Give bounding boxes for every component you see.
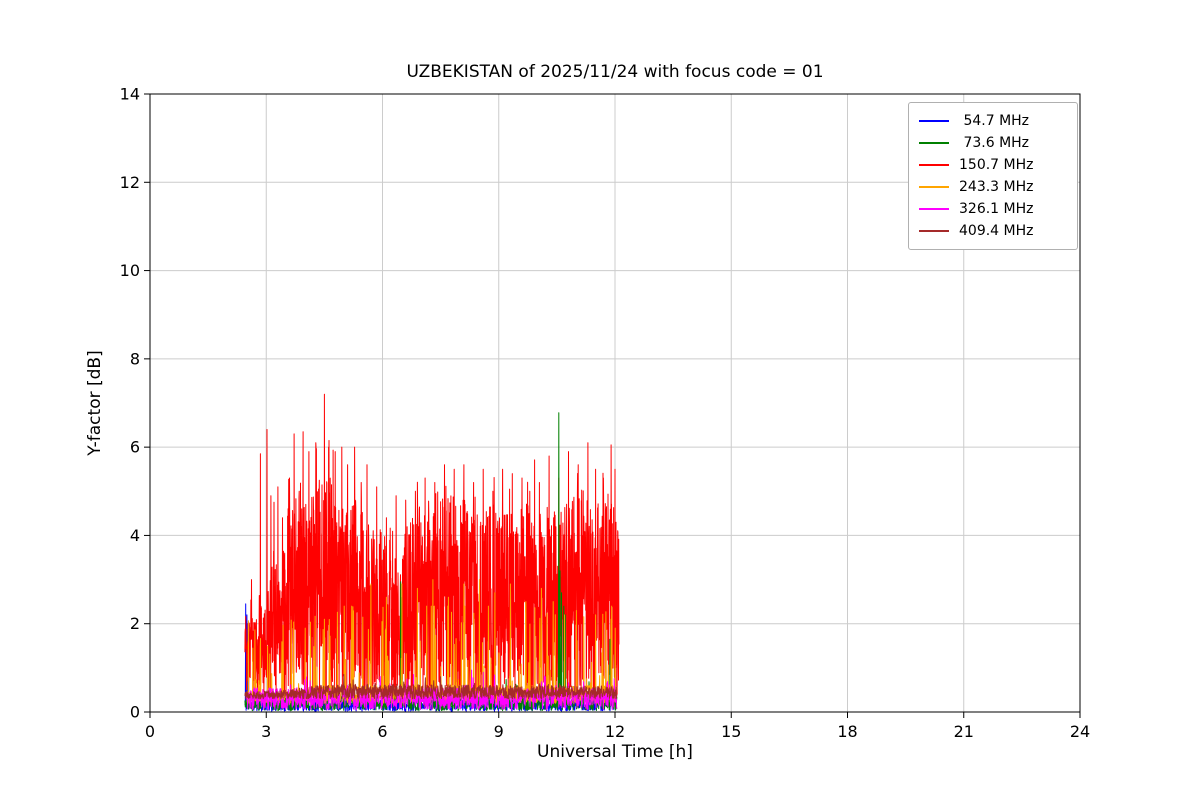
legend-label: 409.4 MHz: [959, 223, 1034, 239]
x-axis-label: Universal Time [h]: [537, 742, 693, 762]
x-tick-label: 9: [494, 722, 504, 741]
legend-item: 409.4 MHz: [919, 220, 1065, 242]
y-tick-label: 2: [130, 614, 140, 633]
legend-label: 54.7 MHz: [959, 113, 1030, 129]
legend-label: 150.7 MHz: [959, 157, 1034, 173]
y-tick-label: 12: [120, 173, 140, 192]
legend-line-swatch: [919, 186, 949, 188]
legend-label: 326.1 MHz: [959, 201, 1034, 217]
y-tick-label: 10: [120, 261, 140, 280]
x-tick-labels: 0 3 6 9 12 15 18 21 24: [145, 722, 1090, 741]
y-axis-label: Y-factor [dB]: [85, 350, 105, 456]
x-tick-label: 15: [721, 722, 741, 741]
x-tick-label: 18: [837, 722, 857, 741]
legend-line-swatch: [919, 164, 949, 166]
legend-item: 326.1 MHz: [919, 198, 1065, 220]
legend-label: 243.3 MHz: [959, 179, 1034, 195]
y-tick-label: 6: [130, 438, 140, 457]
legend: 54.7 MHz 73.6 MHz 150.7 MHz 243.3 MHz 326.1…: [908, 102, 1078, 250]
legend-label: 73.6 MHz: [959, 135, 1030, 151]
legend-line-swatch: [919, 120, 949, 122]
x-axis: [149, 712, 1081, 718]
legend-item: 243.3 MHz: [919, 176, 1065, 198]
legend-item: 54.7 MHz: [919, 110, 1065, 132]
x-tick-label: 6: [377, 722, 387, 741]
legend-item: 73.6 MHz: [919, 132, 1065, 154]
legend-line-swatch: [919, 208, 949, 210]
series-group: [244, 393, 620, 712]
y-tick-labels: 0 2 4 6 8 10 12 14: [120, 85, 140, 722]
series-409-4-mhz: [244, 674, 618, 700]
x-tick-label: 3: [261, 722, 271, 741]
chart-title: UZBEKISTAN of 2025/11/24 with focus code…: [406, 62, 824, 82]
legend-line-swatch: [919, 142, 949, 144]
series-150-7-mhz: [244, 393, 620, 702]
y-tick-label: 14: [120, 85, 140, 104]
y-tick-label: 0: [130, 703, 140, 722]
y-tick-label: 8: [130, 349, 140, 368]
x-tick-label: 12: [605, 722, 625, 741]
legend-line-swatch: [919, 230, 949, 232]
legend-item: 150.7 MHz: [919, 154, 1065, 176]
x-tick-label: 0: [145, 722, 155, 741]
y-axis: [144, 93, 150, 713]
x-tick-label: 24: [1070, 722, 1090, 741]
x-tick-label: 21: [954, 722, 974, 741]
y-tick-label: 4: [130, 526, 140, 545]
